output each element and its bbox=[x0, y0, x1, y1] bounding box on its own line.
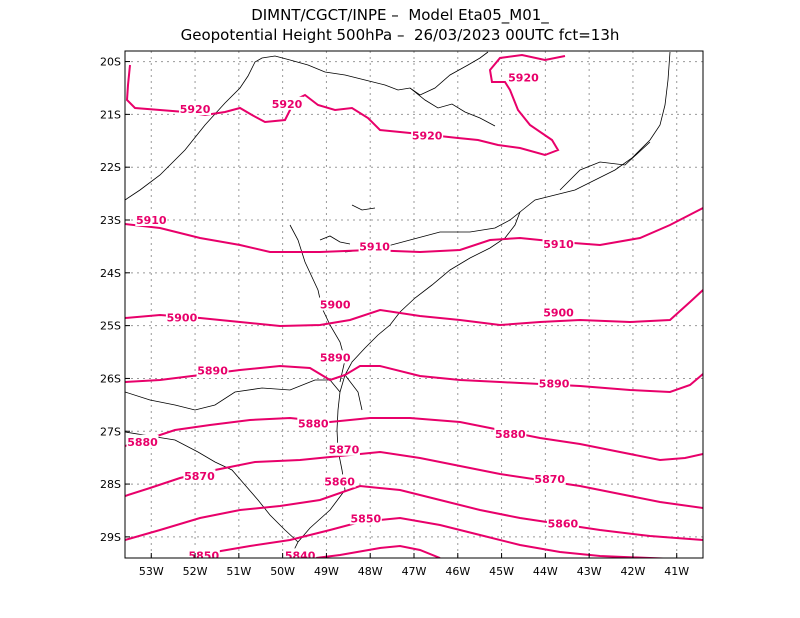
contour-line-5910 bbox=[125, 207, 703, 254]
lon-tick-label: 41W bbox=[664, 565, 689, 578]
border-path bbox=[125, 431, 299, 543]
political-borders bbox=[125, 51, 671, 558]
contour-label-5870: 5870 bbox=[534, 473, 565, 486]
contour-label-5880: 5880 bbox=[298, 417, 329, 430]
contour-label-5850: 5850 bbox=[189, 549, 220, 562]
contour-line-5900 bbox=[125, 289, 703, 328]
lon-tick-label: 46W bbox=[445, 565, 470, 578]
lon-tick-label: 50W bbox=[270, 565, 295, 578]
contour-label-bg bbox=[135, 213, 168, 226]
contour-label-5920: 5920 bbox=[508, 71, 539, 84]
contour-label-5910: 5910 bbox=[136, 214, 167, 227]
contour-line-5890 bbox=[125, 364, 703, 394]
contour-label-bg bbox=[196, 363, 229, 377]
map-title-line1: DIMNT/CGCT/INPE – Model Eta05_M01_ bbox=[251, 6, 549, 24]
contour-label-5920: 5920 bbox=[180, 103, 211, 116]
lat-tick-label: 25S bbox=[100, 320, 121, 333]
contour-label-bg bbox=[542, 305, 575, 319]
lat-tick-label: 23S bbox=[100, 214, 121, 227]
contour-label-5900: 5900 bbox=[543, 306, 574, 319]
lat-tick-label: 28S bbox=[100, 478, 121, 491]
lon-tick-label: 43W bbox=[577, 565, 602, 578]
border-path bbox=[409, 87, 496, 127]
contour-label-5910: 5910 bbox=[359, 240, 390, 253]
contour-label-bg bbox=[327, 442, 360, 456]
contour-label-bg bbox=[533, 471, 566, 485]
contour-label-5880: 5880 bbox=[495, 428, 526, 441]
contour-label-bg bbox=[319, 297, 352, 311]
border-path bbox=[125, 55, 421, 201]
lat-tick-label: 20S bbox=[100, 56, 121, 69]
contour-label-5860: 5860 bbox=[548, 518, 579, 531]
contour-label-bg bbox=[538, 376, 571, 390]
contour-label-bg bbox=[358, 239, 391, 253]
border-path bbox=[344, 374, 363, 411]
contour-label-bg bbox=[179, 102, 212, 116]
border-path bbox=[559, 141, 651, 191]
contour-label-5850: 5850 bbox=[351, 512, 382, 525]
lon-tick-label: 53W bbox=[139, 565, 164, 578]
lat-tick-label: 22S bbox=[100, 161, 121, 174]
contour-label-bg bbox=[542, 236, 575, 250]
contour-label-5920: 5920 bbox=[272, 98, 303, 111]
lat-tick-label: 21S bbox=[100, 108, 121, 121]
contour-label-5890: 5890 bbox=[197, 365, 228, 378]
contour-labels: 5920 5920 5920 5920 5910 5910 5910 5900 5900 5900… bbox=[126, 70, 579, 562]
contour-label-bg bbox=[187, 548, 220, 558]
contour-line-5860 bbox=[125, 484, 703, 541]
contour-line-5880 bbox=[125, 416, 703, 462]
border-path bbox=[289, 211, 521, 558]
lon-tick-label: 52W bbox=[183, 565, 208, 578]
lat-tick-label: 26S bbox=[100, 372, 121, 385]
border-path bbox=[344, 51, 671, 253]
contour-label-5870: 5870 bbox=[184, 470, 215, 483]
contour-label-5860: 5860 bbox=[324, 475, 355, 488]
lat-tick-label: 24S bbox=[100, 267, 121, 280]
contour-label-5880: 5880 bbox=[127, 436, 158, 449]
border-path bbox=[419, 51, 489, 96]
axis-tick-labels: 53W 52W 51W 50W 49W 48W 47W 46W 45W 44W 43W 42W 41W 2… bbox=[100, 56, 689, 578]
border-path bbox=[125, 379, 341, 411]
contour-label-5920: 5920 bbox=[412, 130, 443, 143]
contour-label-5890: 5890 bbox=[320, 351, 351, 364]
lon-tick-label: 48W bbox=[358, 565, 383, 578]
contour-line-5850 bbox=[188, 516, 677, 558]
contour-label-bg bbox=[349, 511, 382, 525]
map-title-line2: Geopotential Height 500hPa – 26/03/2023 … bbox=[180, 26, 620, 44]
contour-label-bg bbox=[507, 70, 540, 84]
contour-label-bg bbox=[126, 434, 159, 448]
contour-label-bg bbox=[297, 416, 330, 430]
contour-line-5840 bbox=[307, 544, 441, 558]
contour-label-5900: 5900 bbox=[167, 312, 198, 325]
contour-label-bg bbox=[271, 96, 304, 110]
contour-label-5870: 5870 bbox=[329, 444, 360, 457]
contour-label-bg bbox=[165, 310, 198, 324]
lon-tick-label: 47W bbox=[402, 565, 427, 578]
contour-label-bg bbox=[323, 474, 356, 488]
contour-label-5890: 5890 bbox=[539, 378, 570, 391]
border-path bbox=[351, 204, 376, 211]
contour-label-bg bbox=[411, 128, 444, 142]
lon-tick-label: 42W bbox=[621, 565, 646, 578]
border-path bbox=[319, 235, 351, 245]
contour-label-bg bbox=[183, 469, 216, 483]
lat-tick-label: 27S bbox=[100, 425, 121, 438]
lat-tick-label: 29S bbox=[100, 531, 121, 544]
contour-label-bg bbox=[494, 426, 527, 440]
lon-tick-label: 51W bbox=[226, 565, 251, 578]
contour-label-5900: 5900 bbox=[320, 299, 351, 312]
contour-label-bg bbox=[546, 516, 579, 530]
lon-tick-label: 49W bbox=[314, 565, 339, 578]
lon-tick-label: 44W bbox=[533, 565, 558, 578]
contour-label-bg bbox=[284, 548, 317, 558]
contour-label-bg bbox=[319, 350, 352, 364]
contour-label-5910: 5910 bbox=[543, 238, 574, 251]
lon-tick-label: 45W bbox=[489, 565, 514, 578]
contour-label-5840: 5840 bbox=[285, 549, 316, 562]
